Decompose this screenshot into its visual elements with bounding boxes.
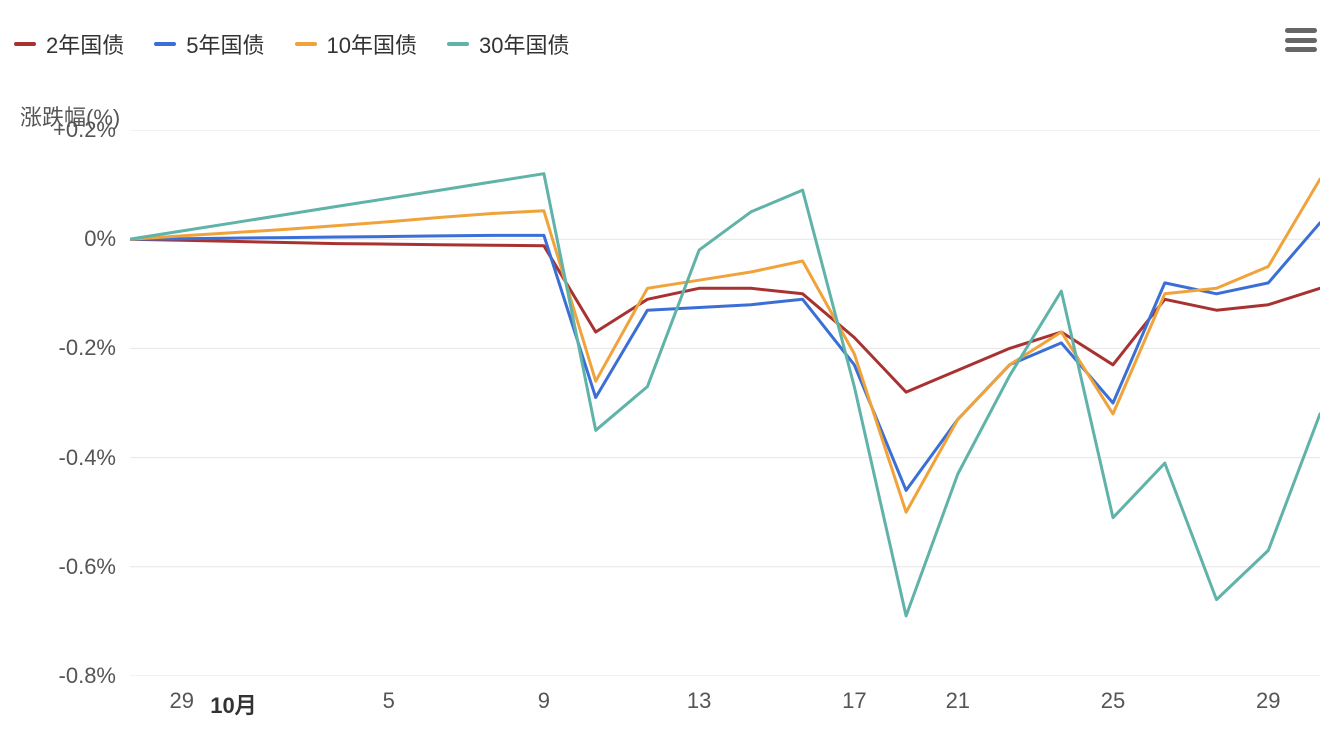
chart-legend: 2年国债 5年国债 10年国债 30年国债 xyxy=(14,28,569,60)
series-bond-10y xyxy=(130,179,1320,512)
legend-swatch xyxy=(14,42,36,46)
legend-swatch xyxy=(295,42,317,46)
x-tick-label: 10月 xyxy=(210,688,256,720)
y-tick-label: -0.2% xyxy=(0,335,116,361)
legend-label: 30年国债 xyxy=(479,28,569,60)
x-tick-label: 21 xyxy=(946,688,970,714)
y-tick-label: -0.8% xyxy=(0,663,116,689)
legend-label: 5年国债 xyxy=(186,28,264,60)
legend-label: 10年国债 xyxy=(327,28,417,60)
series-bond-2y xyxy=(130,239,1320,392)
series-bond-5y xyxy=(130,223,1320,491)
legend-item-bond-5y[interactable]: 5年国债 xyxy=(154,28,264,60)
x-tick-label: 9 xyxy=(538,688,550,714)
hamburger-menu-icon[interactable] xyxy=(1285,28,1317,52)
y-tick-label: +0.2% xyxy=(0,117,116,143)
x-tick-label: 13 xyxy=(687,688,711,714)
y-tick-label: -0.6% xyxy=(0,554,116,580)
chart-plot-area xyxy=(130,130,1320,676)
y-tick-label: -0.4% xyxy=(0,445,116,471)
legend-item-bond-10y[interactable]: 10年国债 xyxy=(295,28,417,60)
legend-item-bond-2y[interactable]: 2年国债 xyxy=(14,28,124,60)
legend-label: 2年国债 xyxy=(46,28,124,60)
x-tick-label: 5 xyxy=(383,688,395,714)
x-tick-label: 29 xyxy=(169,688,193,714)
x-tick-label: 29 xyxy=(1256,688,1280,714)
series-bond-30y xyxy=(130,174,1320,616)
legend-swatch xyxy=(447,42,469,46)
legend-swatch xyxy=(154,42,176,46)
x-tick-label: 25 xyxy=(1101,688,1125,714)
x-tick-label: 17 xyxy=(842,688,866,714)
y-tick-label: 0% xyxy=(0,226,116,252)
legend-item-bond-30y[interactable]: 30年国债 xyxy=(447,28,569,60)
